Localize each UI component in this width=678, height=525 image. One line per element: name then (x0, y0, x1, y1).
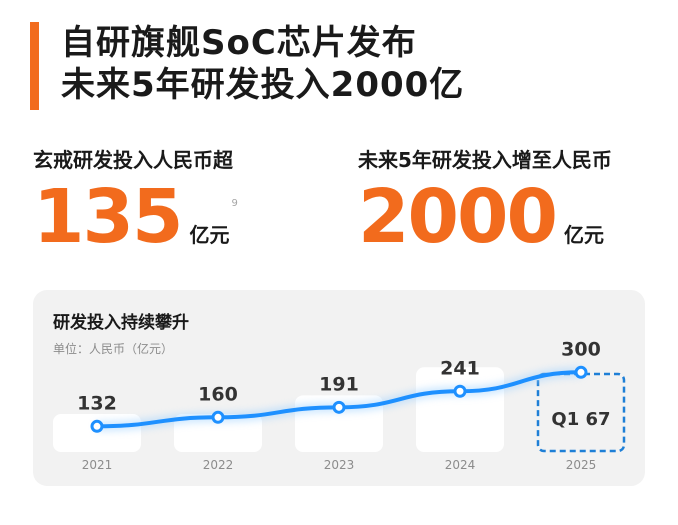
annotation-box (536, 372, 626, 453)
stat-number: 135 (33, 174, 183, 260)
data-label-2024: 241 (440, 357, 480, 379)
stat-label: 玄戒研发投入人民币超 (33, 148, 233, 172)
stat-value-row: 2000 亿元 (358, 180, 612, 254)
data-label-2022: 160 (198, 383, 238, 405)
data-point-2023 (332, 400, 346, 414)
data-label-2023: 191 (319, 373, 359, 395)
stat-label: 未来5年研发投入增至人民币 (358, 148, 612, 172)
line-chart: Q1 67 132 2021 160 2022 191 2023 241 2024 300 2025 (53, 338, 626, 472)
annotation-label: Q1 67 (551, 409, 610, 430)
data-label-2021: 132 (77, 392, 117, 414)
data-point-2025 (574, 365, 588, 379)
stat-unit: 亿元 (189, 223, 230, 247)
x-tick-2022: 2022 (203, 458, 234, 472)
data-point-2024 (453, 384, 467, 398)
bar-2022 (174, 414, 262, 452)
stat-future-investment: 未来5年研发投入增至人民币 2000 亿元 (358, 146, 612, 254)
data-point-2021 (90, 419, 104, 433)
bar-2024 (416, 367, 504, 452)
footnote-marker: 9 (231, 198, 238, 209)
x-tick-2021: 2021 (82, 458, 113, 472)
bar-2021 (53, 414, 141, 452)
chart-title: 研发投入持续攀升 (53, 313, 189, 333)
stat-number: 2000 (358, 174, 558, 260)
chart-card: 研发投入持续攀升 单位：人民币（亿元） Q1 67 132 2021 160 2022 1… (33, 290, 645, 486)
x-tick-2023: 2023 (324, 458, 355, 472)
data-point-2022 (211, 410, 225, 424)
stat-unit: 亿元 (563, 223, 604, 247)
chart-unit-label: 单位：人民币（亿元） (53, 342, 174, 356)
x-tick-2024: 2024 (445, 458, 476, 472)
title-block: 自研旗舰SoC芯片发布 未来5年研发投入2000亿 (30, 22, 464, 110)
x-tick-2025: 2025 (566, 458, 597, 472)
page-title-line2: 未来5年研发投入2000亿 (61, 65, 465, 105)
page-title-line1: 自研旗舰SoC芯片发布 (61, 23, 417, 63)
stat-value-row: 135 亿元 9 (33, 180, 238, 254)
stat-current-investment: 玄戒研发投入人民币超 135 亿元 9 (33, 146, 238, 254)
data-label-2025: 300 (561, 338, 601, 360)
